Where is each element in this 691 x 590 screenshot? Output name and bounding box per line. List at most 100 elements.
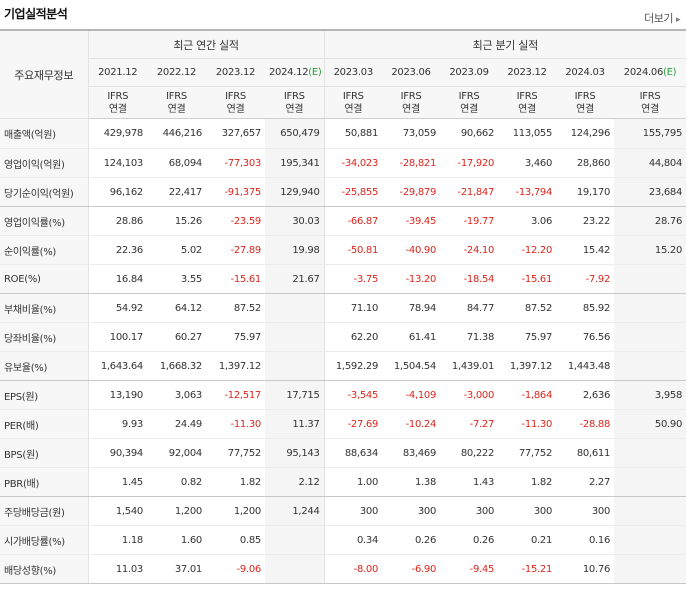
table-row: 당기순이익(억원) 96,162 22,417 -91,375 129,940 -25,8… xyxy=(0,177,687,207)
table-cell: 0.82 xyxy=(147,467,206,497)
basis-header: IFRS 연결 xyxy=(498,86,557,119)
table-cell: 15.20 xyxy=(614,235,687,265)
table-cell: 64.12 xyxy=(147,293,206,323)
table-cell: -27.69 xyxy=(323,409,383,439)
row-label: 매출액(억원) xyxy=(0,118,89,149)
table-cell: 300 xyxy=(440,496,499,526)
table-cell: 1.82 xyxy=(206,467,265,497)
basis-header-row: IFRS 연결 IFRS 연결 IFRS 연결 IFRS 연결 IFRS 연결 IFRS 연결 IFRS… xyxy=(0,86,687,119)
row-label: 부채비율(%) xyxy=(0,293,89,323)
table-cell: -11.30 xyxy=(206,409,265,439)
table-cell: 1.60 xyxy=(147,525,206,555)
row-label: 순이익률(%) xyxy=(0,235,89,265)
basis-standard: IFRS xyxy=(400,90,422,102)
row-label: 주당배당금(원) xyxy=(0,496,89,526)
basis-consolidation: 연결 xyxy=(518,103,536,115)
table-row: EPS(원) 13,190 3,063 -12,517 17,715 -3,545 -4,1… xyxy=(0,380,687,410)
table-cell xyxy=(614,293,687,323)
table-cell: -21,847 xyxy=(440,177,499,207)
table-cell: 44,804 xyxy=(614,148,687,178)
table-cell: -4,109 xyxy=(382,380,441,410)
table-cell: 10.76 xyxy=(556,554,615,584)
table-cell xyxy=(614,525,687,555)
table-cell xyxy=(614,467,687,497)
table-cell: 76.56 xyxy=(556,322,615,352)
table-cell: 446,216 xyxy=(147,118,206,149)
table-cell: -9.45 xyxy=(440,554,499,584)
table-cell: 300 xyxy=(556,496,615,526)
table-cell: 60.27 xyxy=(147,322,206,352)
table-cell: 155,795 xyxy=(614,118,687,149)
table-cell: 113,055 xyxy=(498,118,557,149)
table-cell: 429,978 xyxy=(88,118,147,149)
table-cell: 30.03 xyxy=(265,206,325,236)
basis-standard: IFRS xyxy=(574,90,596,102)
table-cell: 1.18 xyxy=(88,525,147,555)
table-cell: 1,200 xyxy=(147,496,206,526)
basis-consolidation: 연결 xyxy=(344,103,363,115)
more-link[interactable]: 더보기 ▸ xyxy=(644,10,680,26)
row-label: PBR(배) xyxy=(0,467,89,497)
table-row: 주당배당금(원) 1,540 1,200 1,200 1,244 300 300 300 300… xyxy=(0,496,687,526)
row-label: 영업이익(억원) xyxy=(0,148,89,178)
period-label: 2023.06 xyxy=(391,67,431,78)
row-label: PER(배) xyxy=(0,409,89,439)
period-label: 2023.12 xyxy=(507,67,547,78)
table-row: ROE(%) 16.84 3.55 -15.61 21.67 -3.75 -13.20 -18… xyxy=(0,264,687,294)
table-cell: 0.21 xyxy=(498,525,557,555)
table-cell: 50.90 xyxy=(614,409,687,439)
table-cell: -77,303 xyxy=(206,148,265,178)
period-header: 2023.12 xyxy=(498,58,557,87)
table-cell xyxy=(614,438,687,468)
basis-header: IFRS 연결 xyxy=(382,86,441,119)
period-header-row: 2021.12 2022.12 2023.12 2024.12(E) 2023.03 20… xyxy=(0,58,687,87)
table-cell: -39.45 xyxy=(382,206,441,236)
table-cell: -25,855 xyxy=(323,177,383,207)
period-label: 2024.06 xyxy=(623,67,664,78)
basis-consolidation: 연결 xyxy=(108,103,127,115)
estimate-marker: (E) xyxy=(308,67,322,78)
table-cell: 80,222 xyxy=(440,438,499,468)
table-cell: -3.75 xyxy=(323,264,383,294)
table-cell: 1,397.12 xyxy=(206,351,265,381)
table-cell: 22,417 xyxy=(147,177,206,207)
table-cell: 75.97 xyxy=(206,322,265,352)
table-cell: 1,504.54 xyxy=(382,351,441,381)
table-cell: 124,296 xyxy=(556,118,615,149)
table-cell: -12.20 xyxy=(498,235,557,265)
table-cell: 61.41 xyxy=(382,322,441,352)
table-cell: 3.06 xyxy=(498,206,557,236)
table-cell: -3,000 xyxy=(440,380,499,410)
table-cell: -15.61 xyxy=(206,264,265,294)
basis-consolidation: 연결 xyxy=(226,103,245,115)
table-cell: 19.98 xyxy=(265,235,325,265)
table-cell: 2.27 xyxy=(556,467,615,497)
table-cell: -15.21 xyxy=(498,554,557,584)
table-cell: 1,592.29 xyxy=(323,351,383,381)
basis-header: IFRS 연결 xyxy=(265,86,325,119)
basis-consolidation: 연결 xyxy=(285,103,304,115)
table-cell: 2.12 xyxy=(265,467,325,497)
table-cell: -91,375 xyxy=(206,177,265,207)
table-row: PBR(배) 1.45 0.82 1.82 2.12 1.00 1.38 1.43 1.82 2.… xyxy=(0,467,687,497)
table-cell: 195,341 xyxy=(265,148,325,178)
table-cell: -7.27 xyxy=(440,409,499,439)
table-cell: -66.87 xyxy=(323,206,383,236)
table-cell: 16.84 xyxy=(88,264,147,294)
basis-consolidation: 연결 xyxy=(641,103,659,115)
table-row: PER(배) 9.93 24.49 -11.30 11.37 -27.69 -10.24 -7… xyxy=(0,409,687,439)
table-cell: 1,397.12 xyxy=(498,351,557,381)
basis-header: IFRS 연결 xyxy=(556,86,615,119)
table-cell xyxy=(265,525,325,555)
table-cell: 1,540 xyxy=(88,496,147,526)
table-cell: 85.92 xyxy=(556,293,615,323)
table-cell: 100.17 xyxy=(88,322,147,352)
basis-consolidation: 연결 xyxy=(576,103,594,115)
more-link-label: 더보기 xyxy=(644,12,673,25)
table-cell: 3,460 xyxy=(498,148,557,178)
table-cell: 78.94 xyxy=(382,293,441,323)
period-header: 2024.12(E) xyxy=(265,58,325,87)
table-cell: -40.90 xyxy=(382,235,441,265)
table-row: 순이익률(%) 22.36 5.02 -27.89 19.98 -50.81 -40.90-… xyxy=(0,235,687,265)
period-label: 2024.12 xyxy=(269,67,309,78)
